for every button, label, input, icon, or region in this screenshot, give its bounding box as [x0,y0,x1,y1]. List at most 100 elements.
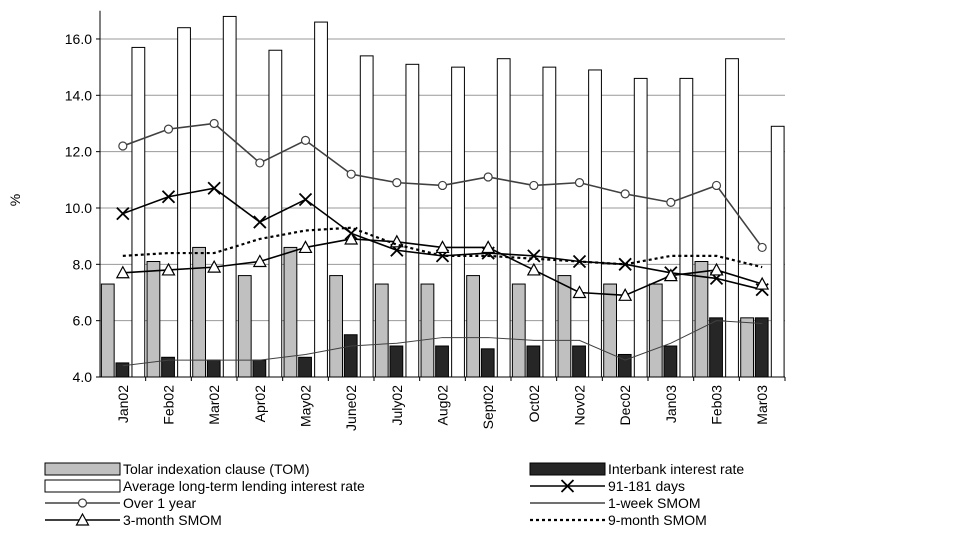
x-tick-label: Oct02 [526,385,542,423]
point-marker [757,242,767,253]
bar [314,21,328,378]
bar [588,69,602,378]
bar [206,359,221,378]
point-marker [207,259,222,273]
y-tick-label: 14.0 [65,87,92,103]
bar [374,283,389,378]
bar [694,261,709,378]
point-marker [161,190,176,204]
point-marker [161,262,176,276]
point-marker [116,206,130,221]
bar [343,334,358,378]
y-tick-label: 8.0 [73,256,93,272]
point-marker [253,215,267,229]
y-tick-label: 10.0 [65,200,92,216]
bar [679,77,694,378]
point-marker [711,180,722,191]
point-marker [252,254,267,268]
bar [633,77,648,378]
point-marker [300,135,311,145]
legend-label: 1-week SMOM [608,495,701,511]
bar [603,283,617,378]
bar [496,58,511,378]
bar [754,317,769,378]
bar [648,283,663,378]
legend-swatch [44,462,121,476]
y-tick-label: 6.0 [73,313,93,329]
bar [435,345,449,378]
bar [389,345,404,378]
bar [252,359,267,378]
x-tick-label: Nov02 [572,385,588,426]
x-tick-label: Jan03 [663,385,679,423]
point-marker [560,479,575,493]
bar [420,283,435,378]
point-marker [298,240,313,254]
x-tick-label: Feb03 [709,385,725,425]
legend-label: Tolar indexation clause (TOM) [123,461,309,477]
point-marker [75,512,90,526]
legend-swatch [529,462,606,476]
x-tick-label: Feb02 [161,385,177,425]
point-marker [255,158,265,168]
bar [237,275,252,378]
point-marker [620,189,630,199]
point-marker [115,265,130,279]
legend-label: Average long-term lending interest rate [123,478,365,494]
point-marker [346,169,356,179]
bar [298,356,312,378]
point-marker [709,262,724,276]
legend-swatch [44,479,121,493]
legend-label: 9-month SMOM [608,512,707,528]
bar [770,125,785,378]
point-marker [481,240,496,254]
bar [405,63,420,378]
line-series [122,320,763,367]
y-tick-label: 16.0 [65,31,92,47]
bar [177,27,191,378]
x-tick-label: May02 [298,385,314,427]
bar [161,356,175,378]
legend-label: Over 1 year [123,495,196,511]
point-marker [209,118,219,129]
y-tick-label: 4.0 [73,369,93,385]
x-tick-label: Dec02 [617,385,633,426]
point-marker [207,181,221,195]
bar [100,283,115,378]
point-marker [437,180,448,191]
point-marker [77,498,88,508]
y-axis-label: % [7,194,23,206]
bar [146,261,161,378]
bar [359,55,374,378]
x-tick-label: Sept02 [480,385,496,430]
point-marker [666,197,676,207]
x-tick-label: Apr02 [252,385,268,423]
point-marker [574,178,585,188]
x-tick-label: Mar02 [206,385,222,425]
bar [542,66,557,378]
line-series [122,226,763,269]
bar [466,275,480,378]
point-marker [163,124,174,134]
bar [709,317,723,378]
bar [480,348,495,378]
point-marker [392,178,402,188]
point-marker [529,180,539,191]
point-marker [526,262,541,276]
legend-label: 3-month SMOM [123,512,222,528]
point-marker [618,288,633,301]
bar [572,345,586,378]
bar [131,46,146,378]
bar [526,345,541,378]
x-tick-label: June02 [343,385,359,431]
point-marker [344,231,359,245]
point-marker [298,192,313,207]
line-series [122,187,763,291]
bar [329,275,343,378]
y-tick-label: 12.0 [65,144,92,160]
x-tick-label: Mar03 [754,385,770,425]
legend-label: Interbank interest rate [608,461,744,477]
x-tick-label: Aug02 [435,385,451,426]
point-marker [118,141,128,151]
